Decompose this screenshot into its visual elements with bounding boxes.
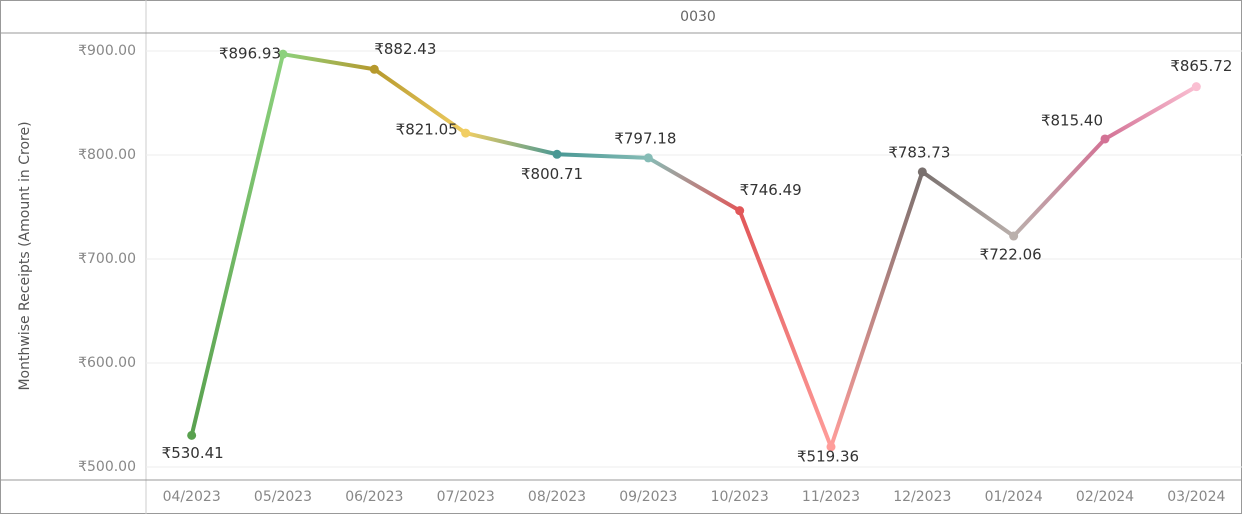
x-tick-label: 04/2023 — [163, 489, 221, 505]
y-tick-label: ₹900.00 — [78, 43, 136, 59]
point — [826, 442, 836, 452]
point — [643, 153, 653, 163]
point — [552, 149, 562, 159]
data-label: ₹530.41 — [162, 444, 224, 462]
x-tick-label: 06/2023 — [345, 489, 403, 505]
x-tick-label: 11/2023 — [802, 489, 860, 505]
line-segment — [737, 208, 833, 449]
point — [461, 128, 471, 138]
line-segment — [1011, 136, 1107, 239]
x-tick-label: 10/2023 — [711, 489, 769, 505]
line-segment — [646, 155, 742, 213]
point — [917, 167, 927, 177]
header: 0030 — [680, 9, 716, 25]
line-segment — [281, 52, 377, 72]
data-label: ₹722.06 — [980, 246, 1042, 264]
line-segment — [1103, 84, 1199, 141]
x-tick-label: 12/2023 — [893, 489, 951, 505]
line-segment — [463, 131, 559, 157]
x-tick-label: 05/2023 — [254, 489, 312, 505]
point — [278, 49, 288, 59]
data-label: ₹519.36 — [797, 447, 859, 465]
point — [735, 206, 745, 216]
point — [369, 64, 379, 74]
line-segment — [189, 52, 285, 438]
x-tick-label: 01/2024 — [985, 489, 1043, 505]
x-tick-label: 09/2023 — [619, 489, 677, 505]
data-label: ₹800.71 — [521, 165, 583, 183]
data-label: ₹783.73 — [888, 143, 950, 161]
data-label: ₹896.93 — [219, 45, 281, 63]
data-label: ₹865.72 — [1170, 57, 1232, 75]
x-tick-label: 08/2023 — [528, 489, 586, 505]
line-segment — [920, 169, 1016, 239]
y-tick-label: ₹500.00 — [78, 459, 136, 475]
x-tick-label: 02/2024 — [1076, 489, 1134, 505]
data-label: ₹821.05 — [396, 121, 458, 139]
x-tick-label: 03/2024 — [1167, 489, 1225, 505]
y-tick-label: ₹800.00 — [78, 147, 136, 163]
point — [187, 430, 197, 440]
y-tick-label: ₹700.00 — [78, 251, 136, 267]
line-segment — [829, 169, 925, 449]
y-axis-label: Monthwise Receipts (Amount in Crore) — [17, 121, 33, 390]
y-tick-label: ₹600.00 — [78, 355, 136, 371]
point — [1009, 231, 1019, 241]
x-tick-label: 07/2023 — [437, 489, 495, 505]
data-label: ₹746.49 — [740, 181, 802, 199]
data-label: ₹882.43 — [374, 40, 436, 58]
line-segment — [555, 152, 651, 160]
line-segment — [372, 67, 468, 136]
point — [1100, 134, 1110, 144]
data-label: ₹815.40 — [1041, 111, 1103, 129]
point — [1191, 82, 1201, 92]
data-label: ₹797.18 — [614, 129, 676, 147]
